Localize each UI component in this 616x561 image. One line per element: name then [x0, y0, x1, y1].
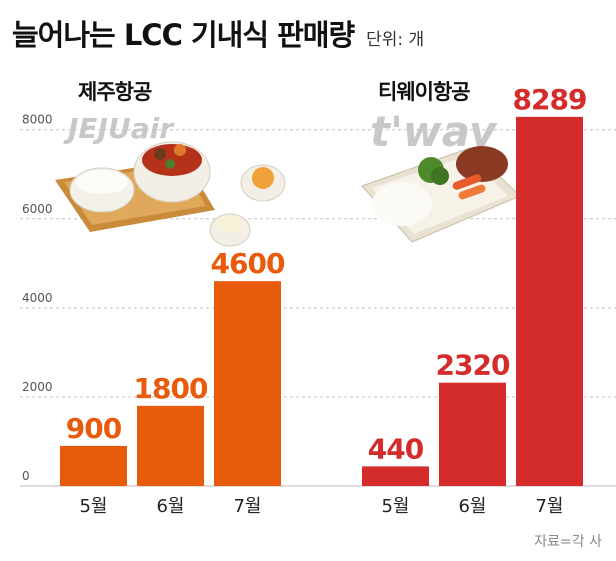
bar	[214, 281, 281, 486]
grid-layer: 0 2000 4000 6000 8000	[20, 113, 616, 487]
jeju-meal-illustration	[55, 141, 286, 247]
title-row: 늘어나는 LCC 기내식 판매량 단위: 개	[12, 12, 424, 54]
category-label: 5월	[79, 496, 107, 517]
bar	[137, 405, 204, 486]
value-label: 4600	[211, 247, 285, 280]
category-label: 5월	[381, 496, 409, 517]
bar-layer	[60, 116, 583, 487]
jeju-logo: JEJUair	[63, 112, 175, 145]
y-tick-label: 8000	[22, 113, 53, 127]
label-layer: 900 5월 1800 6월 4600 7월 440 5월 2320 6월 8289 7월	[66, 83, 588, 517]
airline-name-jeju: 제주항공	[78, 80, 152, 104]
value-label: 8289	[513, 83, 587, 116]
bar	[60, 445, 127, 486]
airline-name-tway: 티웨이항공	[378, 80, 471, 104]
category-label: 6월	[156, 496, 184, 517]
y-tick-label: 4000	[22, 291, 53, 305]
y-tick-label: 6000	[22, 202, 53, 216]
y-tick-label: 0	[22, 469, 30, 483]
category-label: 7월	[535, 496, 563, 517]
bar	[516, 116, 583, 487]
value-label: 1800	[134, 372, 208, 405]
category-label: 6월	[458, 496, 486, 517]
bar	[362, 466, 429, 486]
value-label: 2320	[436, 349, 510, 382]
source-note: 자료=각 사	[534, 534, 602, 550]
category-label: 7월	[233, 496, 261, 517]
bar	[439, 382, 506, 486]
chart-title: 늘어나는 LCC 기내식 판매량	[12, 18, 355, 52]
value-label: 900	[66, 412, 122, 445]
y-tick-label: 2000	[22, 380, 53, 394]
value-label: 440	[368, 432, 424, 465]
tway-meal-illustration	[361, 146, 521, 243]
unit-label: 단위: 개	[366, 30, 425, 50]
